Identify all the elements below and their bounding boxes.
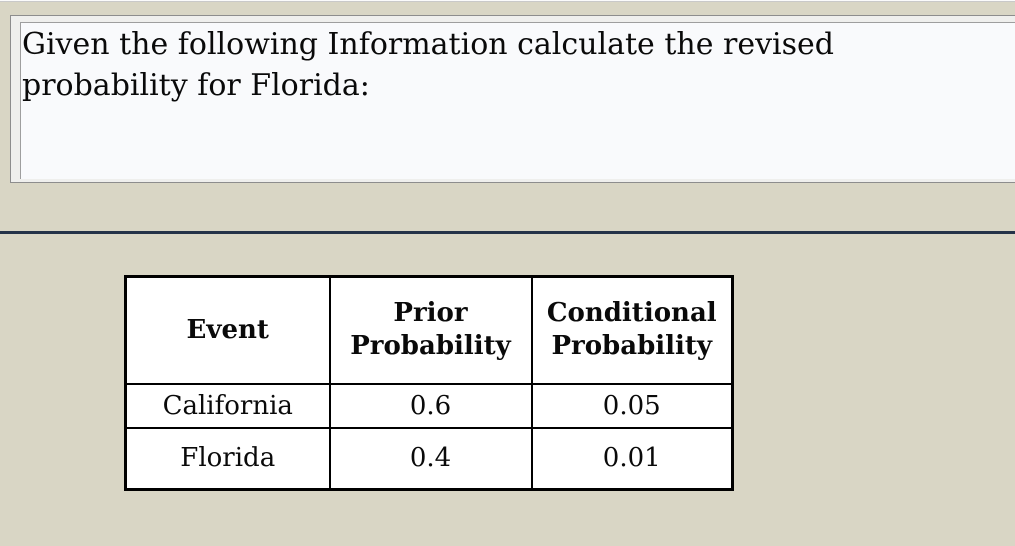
question-text-box: Given the following Information calculat… [10,15,1015,183]
window-top-edge [0,0,1015,2]
cell-event-california: California [124,382,331,429]
table-row-florida: Florida 0.4 0.01 [124,426,734,491]
cell-conditional-florida: 0.01 [530,426,734,491]
cell-prior-california: 0.6 [328,382,533,429]
cell-prior-florida: 0.4 [328,426,533,491]
column-header-event: Event [124,275,331,385]
question-text-area: Given the following Information calculat… [20,22,1015,179]
column-header-conditional-probability: Conditional Probability [530,275,734,385]
cell-event-florida: Florida [124,426,331,491]
table-row-california: California 0.6 0.05 [124,382,734,429]
table-header-row: Event Prior Probability Conditional Prob… [124,275,734,385]
cell-conditional-california: 0.05 [530,382,734,429]
column-header-prior-probability: Prior Probability [328,275,533,385]
section-divider [0,231,1015,234]
question-text: Given the following Information calculat… [22,27,835,103]
probability-table: Event Prior Probability Conditional Prob… [124,275,734,491]
